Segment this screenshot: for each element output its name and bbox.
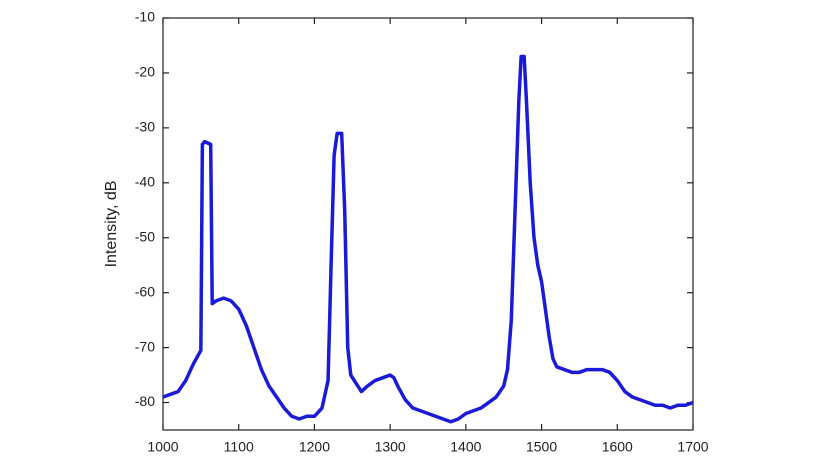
x-tick-label: 1700 [677,439,708,455]
x-tick-label: 1300 [375,439,406,455]
x-tick-label: 1600 [602,439,633,455]
y-tick-label: -50 [135,228,155,244]
y-tick-label: -10 [135,9,155,25]
y-tick-label: -60 [135,283,155,299]
data-line [162,54,694,424]
x-tick-label: 1000 [147,439,178,455]
y-tick-label: -70 [135,338,155,354]
x-tick-label: 1200 [299,439,330,455]
y-tick-label: -80 [135,393,155,409]
y-tick-label: -40 [135,174,155,190]
x-tick-label: 1100 [224,439,254,455]
x-tick-label: 1500 [526,439,557,455]
y-tick-label: -30 [135,119,155,135]
y-axis-label: Intensity, dB [103,181,120,268]
plot-frame [162,17,694,431]
y-tick-label: -20 [135,64,155,80]
x-tick-label: 1400 [450,439,481,455]
